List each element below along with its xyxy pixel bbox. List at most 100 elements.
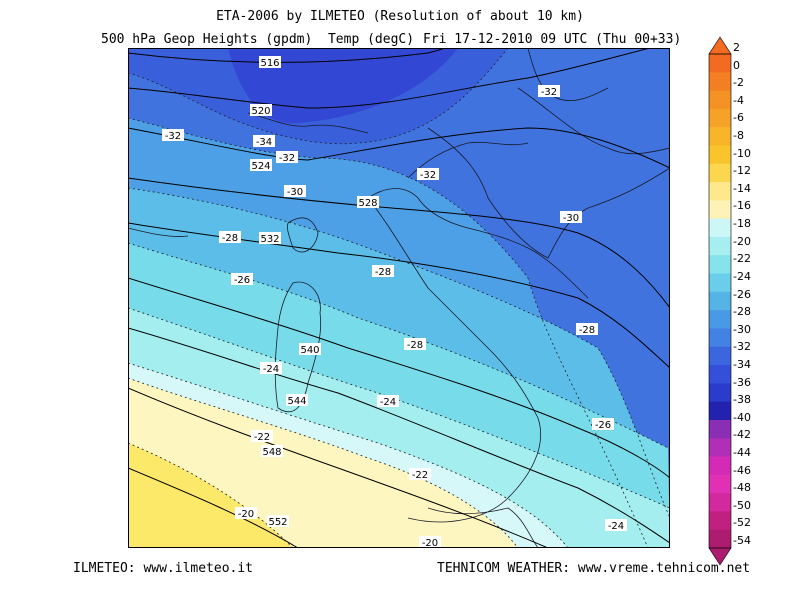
svg-text:-24: -24	[380, 397, 396, 408]
scale-segment	[709, 401, 731, 421]
scale-segment	[709, 438, 731, 458]
temp-label: -28	[372, 265, 394, 278]
svg-text:552: 552	[268, 517, 287, 528]
temp-label: -28	[576, 323, 598, 336]
scale-tick-label: -8	[733, 129, 744, 143]
scale-tick-label: -52	[733, 516, 751, 530]
svg-text:-32: -32	[165, 131, 181, 142]
scale-tick-label: -30	[733, 322, 751, 336]
svg-text:544: 544	[287, 396, 306, 407]
scale-tick-label: -18	[733, 217, 751, 231]
svg-text:-28: -28	[375, 267, 391, 278]
scale-tick-label: -12	[733, 164, 751, 178]
svg-text:-32: -32	[279, 153, 295, 164]
svg-text:528: 528	[358, 198, 377, 209]
weather-map: 516 520 524 528 532 540 544 548 552 -32 …	[128, 48, 670, 548]
scale-tick-label: -24	[733, 269, 751, 283]
svg-text:-28: -28	[579, 325, 595, 336]
scale-segment	[709, 182, 731, 201]
scale-tick-label: -54	[733, 534, 751, 547]
scale-tick-label: -4	[733, 93, 744, 107]
temp-label: -30	[284, 185, 306, 198]
coastlines	[128, 48, 670, 548]
temp-label: -26	[231, 273, 253, 286]
isotherms	[128, 48, 670, 548]
height-label: 524	[250, 159, 272, 172]
chart-title: ETA-2006 by ILMETEO (Resolution of about…	[216, 9, 584, 24]
scale-segment	[709, 145, 731, 165]
height-label: 532	[259, 232, 281, 245]
scale-segment	[709, 54, 731, 73]
scale-tick-label: -26	[733, 287, 751, 301]
map-frame	[128, 48, 670, 548]
scale-segment	[709, 328, 731, 348]
temp-label: -32	[538, 85, 560, 98]
temp-label: -32	[276, 151, 298, 164]
scale-tick-label: -32	[733, 340, 751, 354]
temp-label: -20	[419, 536, 441, 548]
svg-text:-32: -32	[541, 87, 557, 98]
temp-label: -24	[260, 362, 282, 375]
svg-text:-30: -30	[287, 187, 303, 198]
scale-segment	[709, 365, 731, 384]
svg-text:-30: -30	[563, 213, 579, 224]
temp-label: -32	[162, 129, 184, 142]
temp-label: -24	[605, 519, 627, 532]
temp-label: -26	[592, 418, 614, 431]
scale-segment	[709, 419, 731, 439]
scale-segment	[709, 127, 731, 146]
scale-segment	[709, 383, 731, 403]
band-minus-32	[128, 48, 670, 548]
scale-tick-label: 0	[733, 58, 740, 72]
footer-left: ILMETEO: www.ilmeteo.it	[73, 561, 254, 576]
temp-label: -28	[219, 231, 241, 244]
svg-text:-22: -22	[254, 432, 270, 443]
band-minus-36	[228, 48, 458, 124]
subtitle-fields: 500 hPa Geop Heights (gpdm) Temp (degC)	[101, 32, 415, 47]
scale-frame	[708, 53, 732, 549]
scale-segment	[709, 456, 731, 476]
scale-tick-label: -40	[733, 410, 751, 424]
scale-segment	[709, 218, 731, 238]
height-labels: 516 520 524 528 532 540 544 548 552	[250, 56, 379, 528]
height-label: 516	[259, 56, 281, 69]
scale-tick-label: -16	[733, 199, 751, 213]
scale-segment	[709, 474, 731, 494]
height-label: 528	[357, 196, 379, 209]
scale-tick-label: -38	[733, 393, 751, 407]
scale-tick-label: -2	[733, 76, 744, 90]
scale-segment	[709, 255, 731, 275]
scale-tick-label: -50	[733, 498, 751, 512]
scale-tick-label: -28	[733, 305, 751, 319]
svg-text:532: 532	[260, 234, 279, 245]
svg-text:548: 548	[262, 447, 281, 458]
height-label: 548	[261, 445, 283, 458]
scale-tick-label: -22	[733, 252, 751, 266]
temp-label: -24	[377, 395, 399, 408]
temp-labels: -32 -34 -32 -32 -32 -30 -30 -28 -28 -26 …	[162, 85, 627, 548]
height-label: 552	[267, 515, 289, 528]
scale-tick-label: -34	[733, 357, 751, 371]
svg-text:-26: -26	[234, 275, 250, 286]
scale-tick-label: -48	[733, 481, 751, 495]
temp-label: -22	[409, 468, 431, 481]
subtitle-time: Fri 17-12-2010 09 UTC (Thu 00+33)	[423, 32, 682, 47]
scale-tick-label: -36	[733, 375, 751, 389]
temp-label: -22	[251, 430, 273, 443]
height-label: 520	[250, 104, 272, 117]
scale-tick-label: -14	[733, 181, 751, 195]
scale-tick-label: -46	[733, 463, 751, 477]
temp-label: -28	[404, 338, 426, 351]
svg-text:-22: -22	[412, 470, 428, 481]
svg-text:540: 540	[300, 345, 319, 356]
svg-text:-20: -20	[238, 509, 254, 520]
svg-text:-28: -28	[222, 233, 238, 244]
scale-tick-label: -6	[733, 111, 744, 125]
scale-arrow-top	[708, 36, 732, 55]
svg-text:520: 520	[251, 106, 270, 117]
svg-text:-24: -24	[608, 521, 624, 532]
scale-tick-label: -10	[733, 146, 751, 160]
scale-tick-label: -42	[733, 428, 751, 442]
svg-text:-34: -34	[256, 137, 272, 148]
temp-label: -20	[235, 507, 257, 520]
